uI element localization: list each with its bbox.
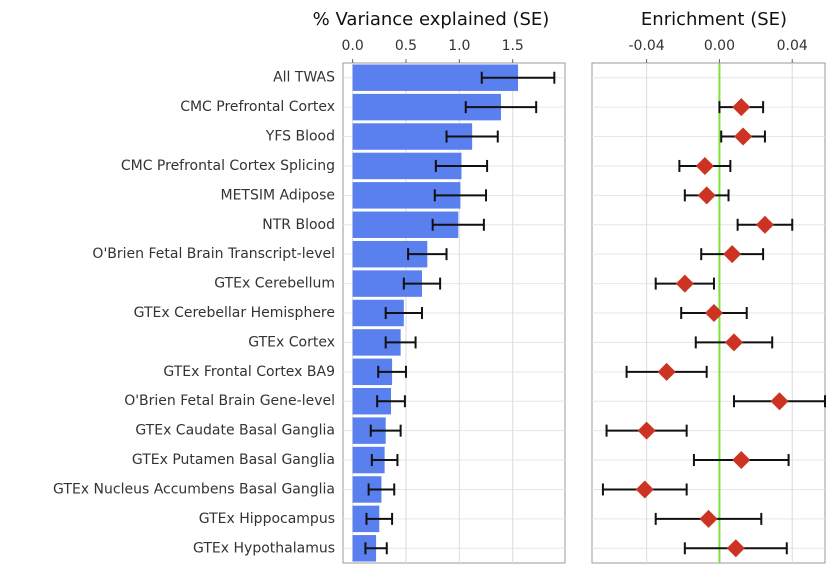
x-tick-label: 0.04 (777, 38, 808, 54)
category-label: GTEx Hypothalamus (193, 540, 335, 556)
category-label: NTR Blood (262, 217, 335, 233)
point (755, 215, 774, 234)
point (695, 156, 714, 175)
chart-title: Enrichment (SE) (641, 9, 787, 30)
point (770, 392, 789, 411)
point (657, 362, 676, 381)
point (732, 98, 751, 117)
point (732, 451, 751, 470)
chart-title: % Variance explained (SE) (313, 9, 550, 30)
category-label: GTEx Cortex (248, 334, 335, 350)
category-label: METSIM Adipose (221, 187, 336, 203)
point (637, 421, 656, 440)
category-label: O'Brien Fetal Brain Transcript-level (92, 246, 335, 262)
category-label: All TWAS (273, 70, 335, 86)
category-label: CMC Prefrontal Cortex (180, 99, 335, 115)
category-label: GTEx Cerebellar Hemisphere (134, 305, 335, 321)
point (704, 304, 723, 322)
category-label: GTEx Caudate Basal Ganglia (135, 423, 335, 439)
point (697, 186, 716, 205)
point (635, 480, 654, 499)
x-tick-label: 1.5 (502, 38, 524, 54)
category-label: O'Brien Fetal Brain Gene-level (124, 393, 335, 409)
point (675, 274, 694, 293)
category-label: GTEx Nucleus Accumbens Basal Ganglia (53, 481, 335, 497)
point (699, 509, 718, 528)
category-label: GTEx Cerebellum (214, 276, 335, 292)
point (734, 127, 753, 146)
category-label: YFS Blood (265, 129, 335, 145)
x-tick-label: 0.00 (704, 38, 735, 54)
x-tick-label: 0.0 (341, 38, 363, 54)
point (723, 245, 742, 264)
point (724, 333, 743, 352)
x-tick-label: 1.0 (448, 38, 470, 54)
category-label: CMC Prefrontal Cortex Splicing (121, 158, 335, 174)
category-label: GTEx Frontal Cortex BA9 (163, 364, 335, 380)
category-label: GTEx Hippocampus (199, 511, 335, 527)
point (726, 539, 745, 558)
x-tick-label: -0.04 (628, 38, 664, 54)
category-label: GTEx Putamen Basal Ganglia (132, 452, 335, 468)
x-tick-label: 0.5 (395, 38, 417, 54)
bar (352, 535, 377, 562)
